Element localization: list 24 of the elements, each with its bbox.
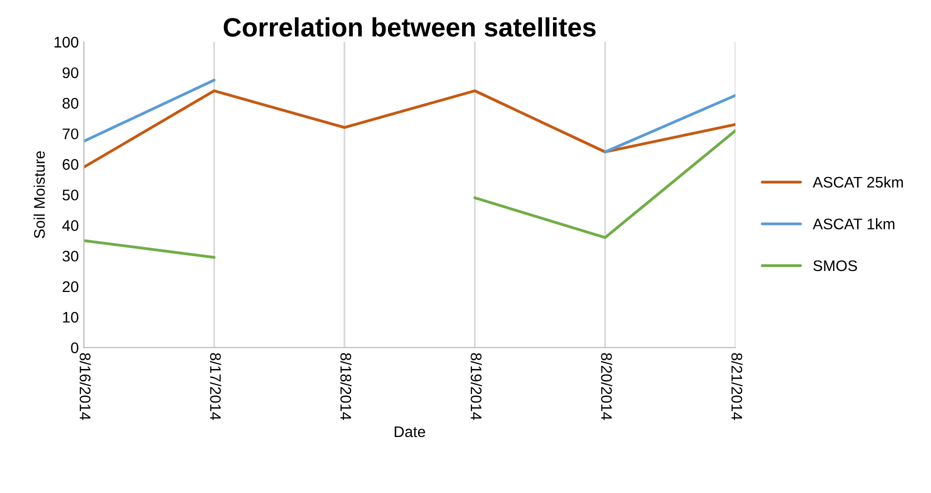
line-series [84, 89, 736, 169]
legend-label: ASCAT 1km [812, 218, 894, 230]
y-tick-label: 0 [71, 342, 78, 354]
x-tick-label: 8/19/2014 [470, 353, 482, 420]
x-tick-label: 8/18/2014 [340, 353, 352, 420]
y-tick-label: 80 [62, 98, 78, 109]
y-tick-label: 70 [62, 128, 78, 140]
y-tick-label: 60 [62, 159, 78, 170]
x-tick-label: 8/21/2014 [731, 353, 743, 420]
x-tick-label: 8/17/2014 [210, 353, 222, 420]
y-tick-label: 40 [62, 220, 78, 231]
y-tick-label: 100 [54, 36, 78, 48]
legend-label: ASCAT 25km [812, 176, 903, 188]
y-tick-label: 50 [62, 190, 78, 200]
y-axis-title: Soil Moisture [34, 151, 45, 238]
y-tick-label: 20 [62, 281, 78, 292]
x-tick-label: 8/16/2014 [80, 353, 91, 420]
y-tick-label: 30 [62, 250, 78, 262]
y-tick-label: 90 [62, 67, 78, 78]
x-axis-title: Date [394, 426, 426, 438]
y-tick-label: 10 [63, 312, 78, 323]
x-tick-label: 8/20/2014 [601, 353, 612, 420]
chart-title: Correlation between satellites [224, 17, 596, 37]
legend-label: SMOS [813, 260, 857, 272]
